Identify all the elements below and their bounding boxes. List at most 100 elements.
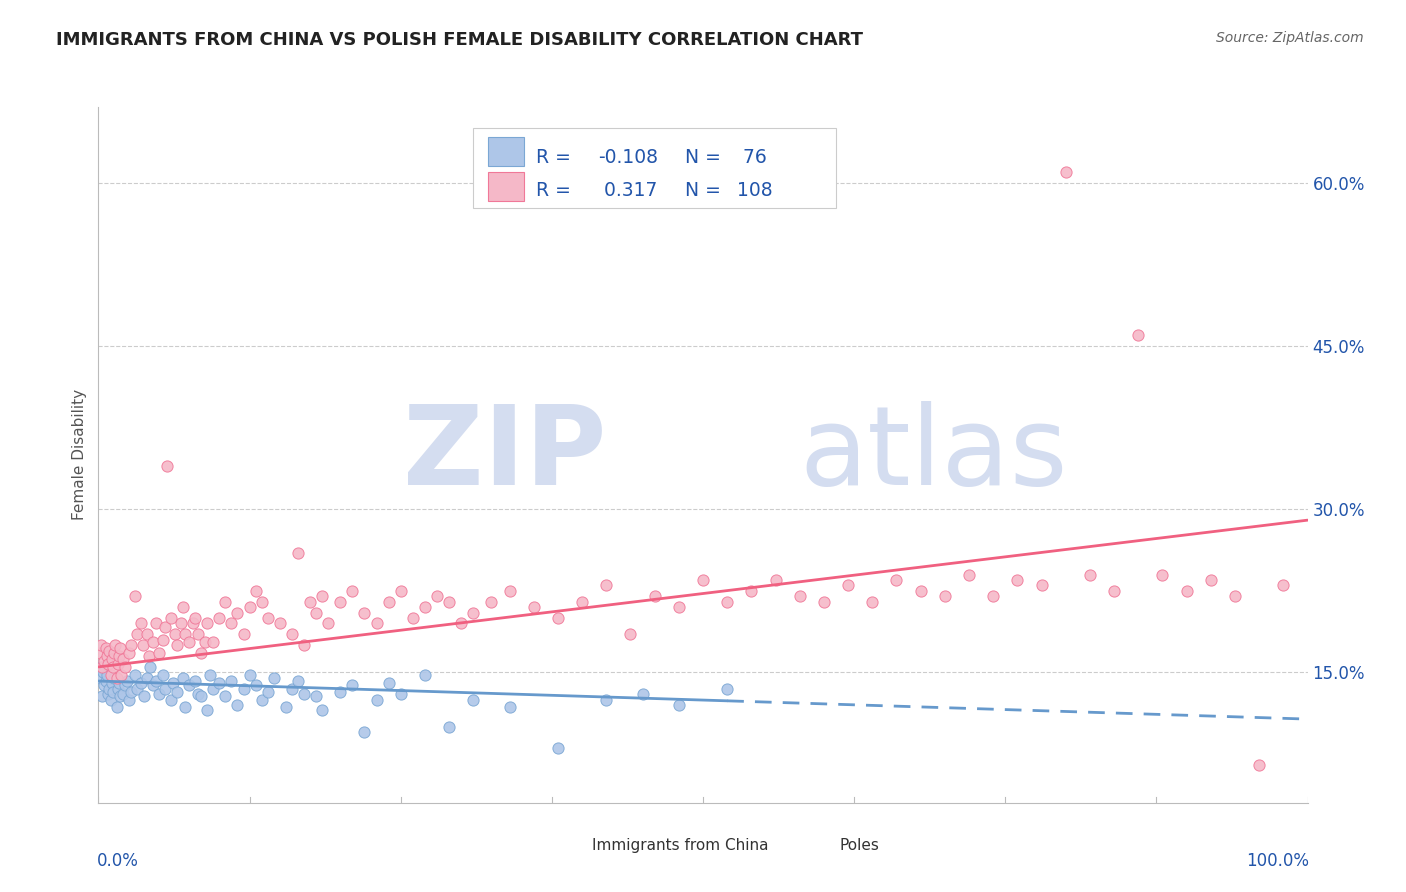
Text: Poles: Poles <box>839 838 880 853</box>
Text: 76: 76 <box>737 148 766 167</box>
Point <box>256 611 278 625</box>
Point <box>89 646 111 660</box>
Point <box>463 692 485 706</box>
Point <box>134 690 156 704</box>
Text: R =: R = <box>536 181 576 200</box>
Point <box>98 681 121 696</box>
Point <box>97 687 120 701</box>
Point <box>152 667 174 681</box>
Point <box>184 611 207 625</box>
Point <box>353 606 375 620</box>
Point <box>91 690 114 704</box>
Point <box>110 667 132 681</box>
Point <box>547 611 569 625</box>
Point <box>716 595 738 609</box>
Point <box>910 583 932 598</box>
Point <box>232 681 254 696</box>
Point <box>837 578 859 592</box>
Point <box>101 660 124 674</box>
Point <box>107 681 129 696</box>
Point <box>153 620 176 634</box>
Point <box>90 660 112 674</box>
Point <box>91 660 114 674</box>
Point <box>813 595 835 609</box>
Point <box>329 595 352 609</box>
Point <box>169 616 191 631</box>
Point <box>1272 578 1295 592</box>
Point <box>124 589 146 603</box>
Point <box>886 573 908 587</box>
Point <box>127 681 149 696</box>
Point <box>100 692 122 706</box>
Point <box>226 606 249 620</box>
Point <box>103 671 125 685</box>
Point <box>692 573 714 587</box>
Point <box>129 616 152 631</box>
Point <box>187 687 209 701</box>
Point <box>316 616 339 631</box>
Point <box>239 600 262 615</box>
Point <box>595 578 617 592</box>
Point <box>226 698 249 712</box>
Point <box>389 687 412 701</box>
Point <box>93 655 115 669</box>
Point <box>450 616 472 631</box>
Point <box>389 583 412 598</box>
Point <box>187 627 209 641</box>
Point <box>142 635 165 649</box>
Point <box>195 703 218 717</box>
Point <box>174 700 197 714</box>
Point <box>498 700 520 714</box>
Point <box>765 573 787 587</box>
Point <box>292 687 315 701</box>
Point <box>437 595 460 609</box>
Text: 0.317: 0.317 <box>598 181 657 200</box>
Point <box>668 698 690 712</box>
Point <box>274 700 297 714</box>
Point <box>1031 578 1053 592</box>
Text: Immigrants from China: Immigrants from China <box>592 838 768 853</box>
Point <box>214 595 236 609</box>
Point <box>89 671 111 685</box>
Point <box>311 703 333 717</box>
Point <box>202 681 225 696</box>
Point <box>245 583 267 598</box>
Point <box>100 652 122 666</box>
Point <box>523 600 546 615</box>
Point <box>127 627 149 641</box>
FancyBboxPatch shape <box>488 137 524 166</box>
Point <box>366 692 388 706</box>
Point <box>94 674 117 689</box>
Point <box>114 660 136 674</box>
Point <box>195 616 218 631</box>
Point <box>100 667 122 681</box>
Point <box>107 657 129 671</box>
Point <box>156 458 179 473</box>
Point <box>292 638 315 652</box>
Point <box>135 671 157 685</box>
Point <box>145 616 167 631</box>
Point <box>190 646 212 660</box>
Text: 100.0%: 100.0% <box>1246 852 1309 870</box>
Point <box>413 600 436 615</box>
Point <box>101 685 124 699</box>
Point <box>413 667 436 681</box>
Text: Source: ZipAtlas.com: Source: ZipAtlas.com <box>1216 31 1364 45</box>
Point <box>172 600 194 615</box>
Text: N =: N = <box>685 148 727 167</box>
Point <box>162 676 184 690</box>
Point <box>104 638 127 652</box>
Point <box>93 678 115 692</box>
Y-axis label: Female Disability: Female Disability <box>72 389 87 521</box>
Point <box>377 676 399 690</box>
Point <box>957 567 980 582</box>
Point <box>463 606 485 620</box>
Point <box>1102 583 1125 598</box>
Point <box>298 595 321 609</box>
Text: ZIP: ZIP <box>404 401 606 508</box>
Point <box>644 589 666 603</box>
FancyBboxPatch shape <box>546 838 585 853</box>
Point <box>135 627 157 641</box>
Point <box>120 638 142 652</box>
Text: 0.0%: 0.0% <box>97 852 139 870</box>
